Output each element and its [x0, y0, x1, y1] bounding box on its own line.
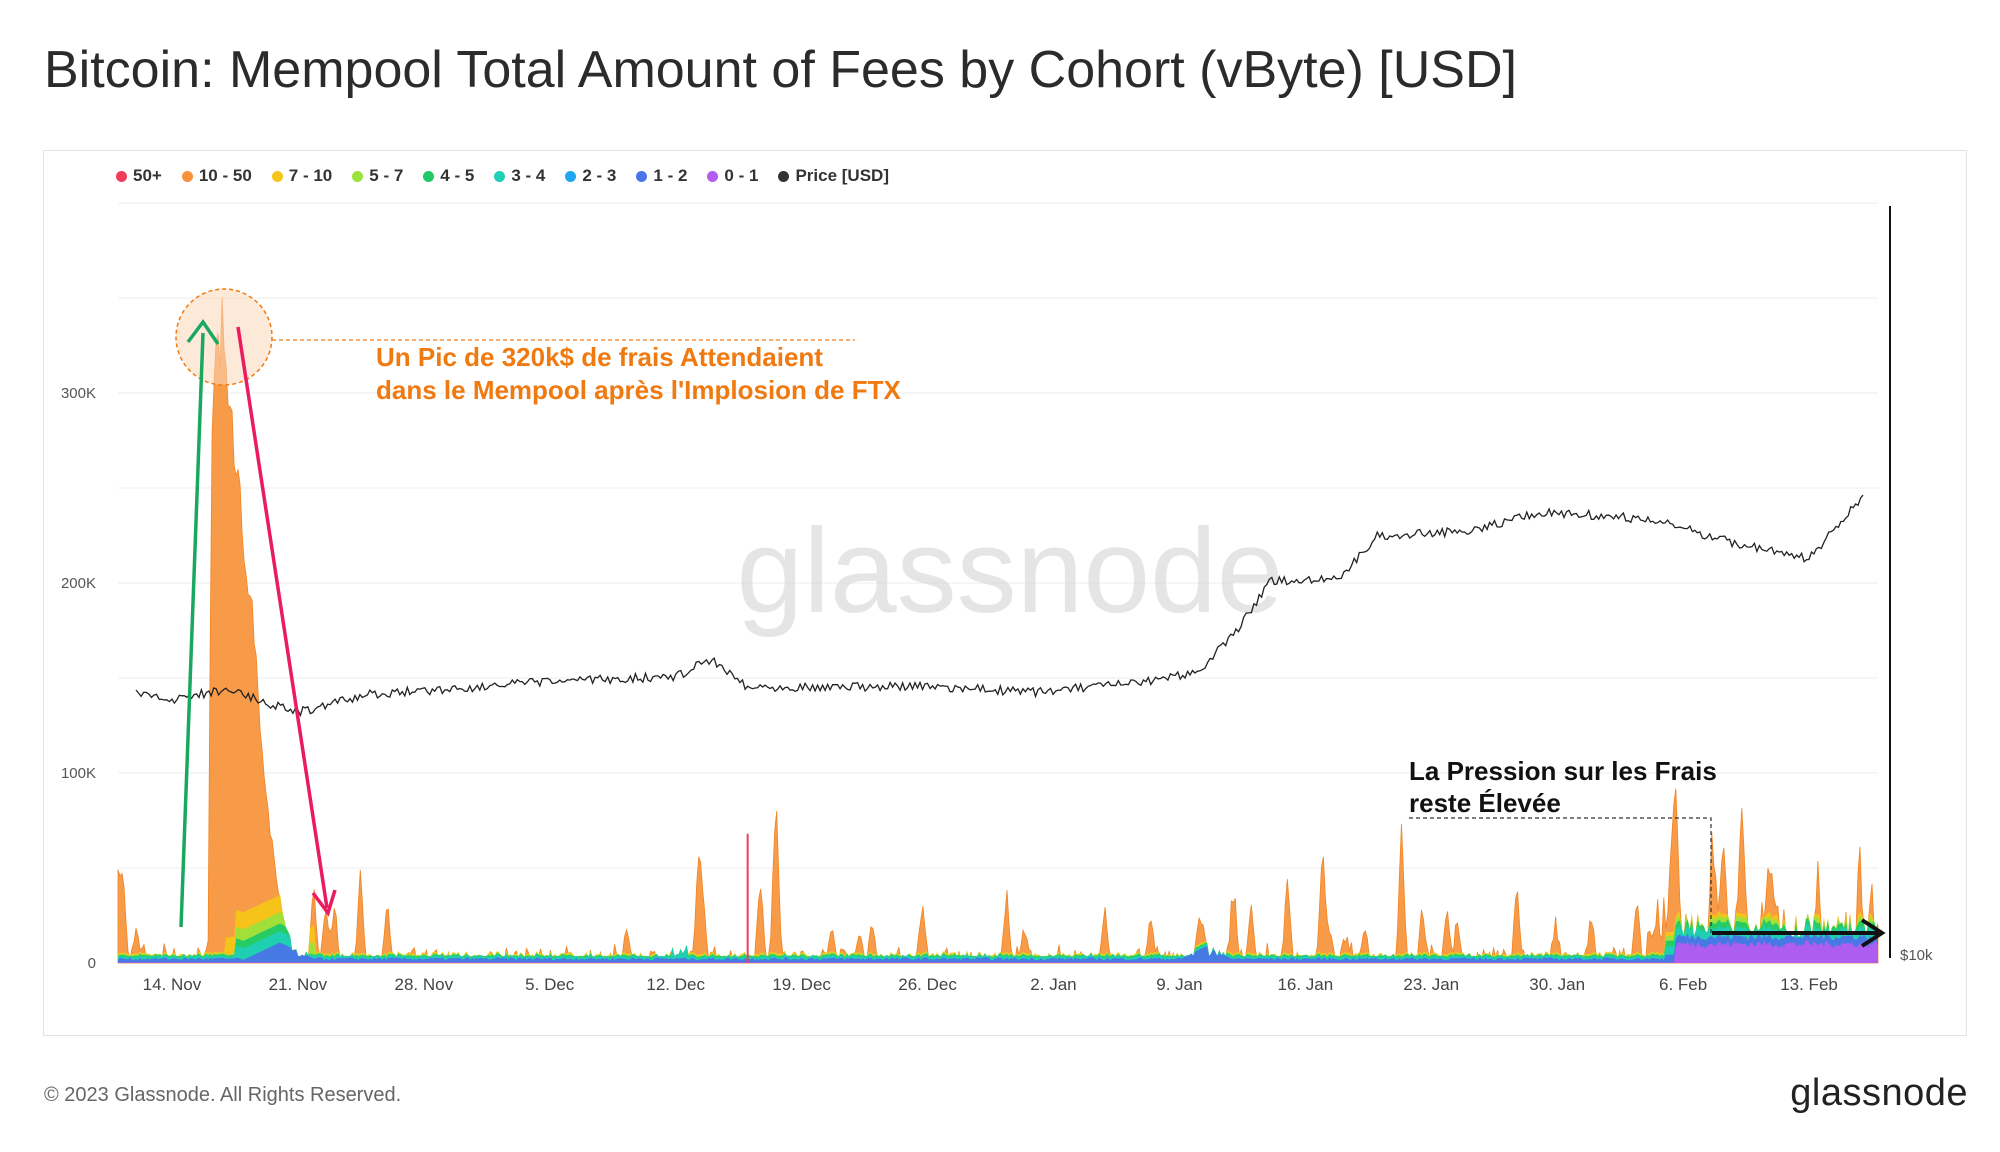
- down-arrow-head-icon: [311, 889, 337, 917]
- legend-item[interactable]: 4 - 5: [423, 166, 474, 186]
- legend-dot-icon: [707, 170, 719, 182]
- legend-label: Price [USD]: [795, 166, 889, 185]
- legend-dot-icon: [778, 170, 790, 182]
- x-tick-label: 5. Dec: [525, 975, 575, 994]
- x-tick-label: 2. Jan: [1030, 975, 1076, 994]
- page-title: Bitcoin: Mempool Total Amount of Fees by…: [44, 41, 1517, 99]
- x-tick-label: 21. Nov: [269, 975, 328, 994]
- legend-item[interactable]: 1 - 2: [636, 166, 687, 186]
- legend-label: 50+: [133, 166, 162, 185]
- legend-label: 2 - 3: [582, 166, 617, 185]
- x-tick-label: 28. Nov: [395, 975, 454, 994]
- legend-item[interactable]: 2 - 3: [565, 166, 616, 186]
- x-tick-label: 14. Nov: [143, 975, 202, 994]
- legend-dot-icon: [352, 170, 364, 182]
- up-arrow-line: [179, 332, 205, 928]
- watermark-text: glassnode: [736, 504, 1283, 638]
- pressure-annotation-line2: reste Élevée: [1409, 788, 1561, 818]
- brand-logo: glassnode: [1790, 1072, 1968, 1114]
- area-cohort-0-1: [118, 940, 1878, 963]
- x-tick-label: 30. Jan: [1529, 975, 1585, 994]
- legend-label: 3 - 4: [511, 166, 546, 185]
- up-arrow-head-icon: [186, 318, 220, 345]
- x-tick-label: 23. Jan: [1403, 975, 1459, 994]
- pressure-arrow-head-icon: [1860, 918, 1886, 948]
- legend-label: 4 - 5: [440, 166, 475, 185]
- legend-item[interactable]: 3 - 4: [494, 166, 545, 186]
- legend-item[interactable]: 0 - 1: [707, 166, 758, 186]
- x-tick-label: 6. Feb: [1659, 975, 1707, 994]
- legend-dot-icon: [565, 170, 577, 182]
- x-tick-label: 26. Dec: [898, 975, 957, 994]
- legend-item[interactable]: 5 - 7: [352, 166, 403, 186]
- series-line-price: [135, 494, 1864, 718]
- copyright-footer: © 2023 Glassnode. All Rights Reserved.: [44, 1084, 402, 1106]
- pressure-leader-line: [1409, 817, 1712, 935]
- legend-dot-icon: [181, 170, 193, 182]
- down-arrow-line: [236, 326, 329, 909]
- y-right-tick-label: $10k: [1900, 947, 1933, 964]
- legend-item[interactable]: Price [USD]: [778, 166, 889, 186]
- y-tick-label: 300K: [61, 385, 96, 402]
- legend-dot-icon: [423, 170, 435, 182]
- legend-label: 0 - 1: [724, 166, 759, 185]
- legend-item[interactable]: 50+: [116, 166, 162, 186]
- x-tick-label: 9. Jan: [1156, 975, 1202, 994]
- x-tick-label: 19. Dec: [772, 975, 831, 994]
- peak-annotation-line1: Un Pic de 320k$ de frais Attendaient: [376, 342, 823, 372]
- y-tick-label: 100K: [61, 765, 96, 782]
- legend-dot-icon: [271, 170, 283, 182]
- legend-item[interactable]: 7 - 10: [271, 166, 333, 186]
- x-tick-label: 16. Jan: [1277, 975, 1333, 994]
- chart-legend: 50+ 10 - 50 7 - 10 5 - 7 4 - 5 3 - 4 2 - 3 1 - …: [116, 166, 889, 186]
- y-tick-label: 0: [88, 955, 96, 972]
- legend-item[interactable]: 10 - 50: [181, 166, 252, 186]
- pressure-annotation-line1: La Pression sur les Frais: [1409, 756, 1717, 786]
- legend-label: 10 - 50: [198, 166, 252, 185]
- legend-dot-icon: [116, 170, 127, 182]
- legend-label: 7 - 10: [288, 166, 333, 185]
- legend-dot-icon: [494, 170, 506, 182]
- peak-annotation-line2: dans le Mempool après l'Implosion de FTX: [376, 375, 901, 405]
- peak-highlight-circle: [175, 288, 273, 386]
- x-tick-label: 12. Dec: [646, 975, 705, 994]
- y-tick-label: 200K: [61, 575, 96, 592]
- legend-label: 5 - 7: [369, 166, 404, 185]
- x-tick-label: 13. Feb: [1780, 975, 1838, 994]
- legend-label: 1 - 2: [653, 166, 688, 185]
- legend-dot-icon: [636, 170, 648, 182]
